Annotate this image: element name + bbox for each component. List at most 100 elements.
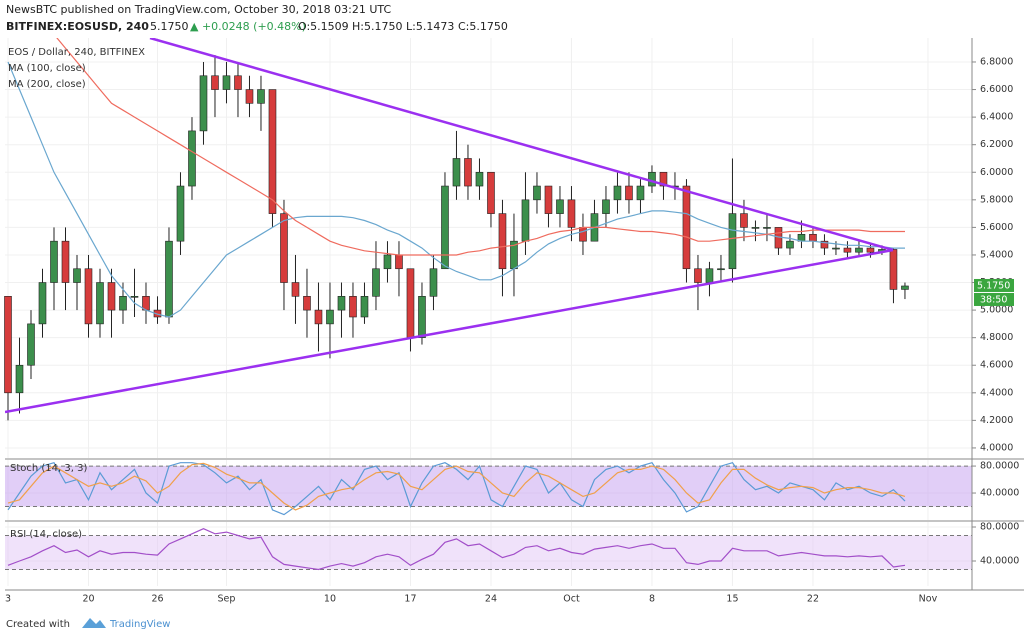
candle-body <box>222 75 231 90</box>
y-tick-label: 40.0000 <box>980 488 1019 499</box>
y-tick-label: 4.6000 <box>980 360 1013 371</box>
candle-body <box>199 75 208 132</box>
candle-body <box>257 89 265 104</box>
x-tick-label: 24 <box>485 594 497 605</box>
candle-body <box>4 296 12 394</box>
candle-body <box>682 185 691 270</box>
candle-body <box>475 171 484 187</box>
candle-body <box>464 158 472 187</box>
candle-body <box>107 282 116 311</box>
series-line <box>7 462 906 511</box>
stoch-title: Stoch (14, 3, 3) <box>10 463 87 474</box>
y-tick-label: 80.0000 <box>980 522 1019 533</box>
candle-body <box>84 268 93 325</box>
x-tick-label: 26 <box>151 594 163 605</box>
change: ▲ +0.0248 (+0.48%) <box>190 20 306 33</box>
candle-body <box>176 185 185 242</box>
candle-body <box>245 89 254 104</box>
y-tick-label: 4.0000 <box>980 442 1013 453</box>
last-price-label: 5.1750 <box>977 280 1010 291</box>
candle-body <box>418 296 426 338</box>
candle-body <box>383 254 392 270</box>
candle-body <box>119 296 127 311</box>
tradingview-logo <box>82 618 106 628</box>
candle-body <box>786 240 794 249</box>
series-line <box>7 528 906 571</box>
y-tick-label: 6.4000 <box>980 112 1013 123</box>
y-tick-label: 5.0000 <box>980 305 1013 316</box>
ohlc-close: C:5.1750 <box>458 20 508 33</box>
candle-body <box>866 247 875 253</box>
ohlc-low: L:5.1473 <box>406 20 454 33</box>
candle-body <box>694 268 702 283</box>
x-tick-label: Nov <box>919 594 938 605</box>
candle-body <box>544 185 553 214</box>
symbol: BITFINEX:EOSUSD, 240 <box>6 20 149 33</box>
x-tick-label: 10 <box>324 594 336 605</box>
candle-body <box>429 268 438 297</box>
candle-body <box>533 185 541 201</box>
x-tick-label: Oct <box>563 594 580 605</box>
x-tick-label: 17 <box>404 594 416 605</box>
y-tick-label: 40.0000 <box>980 556 1019 567</box>
candle-body <box>50 240 58 283</box>
candle-body <box>820 240 829 249</box>
trendlines <box>5 38 894 414</box>
y-tick-label: 6.0000 <box>980 167 1013 178</box>
candle-body <box>832 247 840 250</box>
candle-body <box>613 185 622 201</box>
candle-body <box>406 268 415 338</box>
x-tick-label: 20 <box>82 594 94 605</box>
candle-body <box>303 296 311 311</box>
x-tick-label: 22 <box>807 594 819 605</box>
candle-body <box>15 364 24 394</box>
candle-body <box>27 323 35 366</box>
y-tick-label: 4.2000 <box>980 415 1013 426</box>
candle-body <box>625 185 633 201</box>
candle-body <box>61 240 70 283</box>
candle-body <box>326 309 334 325</box>
ohlc-open: O:5.1509 <box>298 20 349 33</box>
candle-body <box>556 199 564 214</box>
countdown-box <box>974 292 1014 306</box>
y-tick-label: 4.8000 <box>980 332 1013 343</box>
y-tick-label: 6.2000 <box>980 139 1013 150</box>
y-tick-label: 5.8000 <box>980 194 1013 205</box>
candle-body <box>498 213 507 270</box>
candle-body <box>96 282 104 325</box>
candle-body <box>705 268 714 283</box>
footer-brand: TradingView <box>109 619 170 630</box>
candle-body <box>372 268 380 297</box>
candle-body <box>717 268 725 271</box>
candle-body <box>211 75 219 90</box>
candle-body <box>728 213 737 270</box>
x-tick-label: 15 <box>726 594 738 605</box>
frame <box>5 38 1024 591</box>
y-tick-label: 5.4000 <box>980 249 1013 260</box>
candle-body <box>843 247 852 253</box>
candle-body <box>188 130 196 187</box>
candle-body <box>740 213 748 228</box>
candle-body <box>360 296 369 318</box>
band-fill <box>5 535 972 570</box>
x-tick-label: 8 <box>649 594 655 605</box>
candle-body <box>648 171 656 187</box>
candle-body <box>441 185 449 270</box>
panes <box>4 38 909 571</box>
trendline-lower <box>5 248 894 414</box>
countdown-label: 38:50 <box>980 294 1007 305</box>
candle-body <box>452 158 461 187</box>
candle-body <box>234 75 242 90</box>
candle-body <box>763 227 771 229</box>
candle-body <box>889 249 898 290</box>
candle-body <box>855 247 863 253</box>
y-tick-label: 4.4000 <box>980 387 1013 398</box>
candle-body <box>602 199 610 214</box>
candle-body <box>291 282 300 297</box>
candle-body <box>337 296 346 311</box>
y-tick-label: 80.0000 <box>980 461 1019 472</box>
price: 5.1750 <box>150 20 189 33</box>
candle-body <box>636 185 645 201</box>
series-line <box>7 61 905 318</box>
